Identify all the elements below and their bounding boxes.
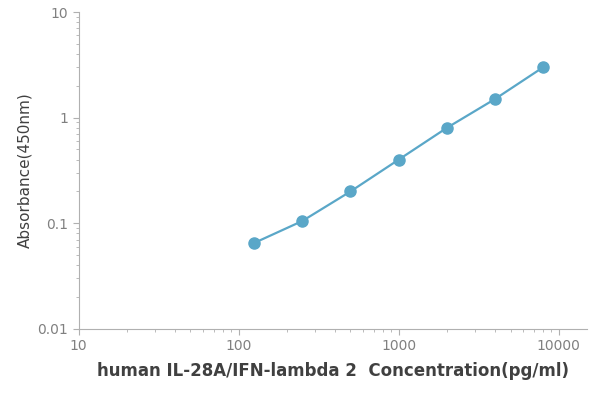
Y-axis label: Absorbance(450nm): Absorbance(450nm) xyxy=(17,93,32,248)
X-axis label: human IL-28A/IFN-lambda 2  Concentration(pg/ml): human IL-28A/IFN-lambda 2 Concentration(… xyxy=(97,362,569,380)
